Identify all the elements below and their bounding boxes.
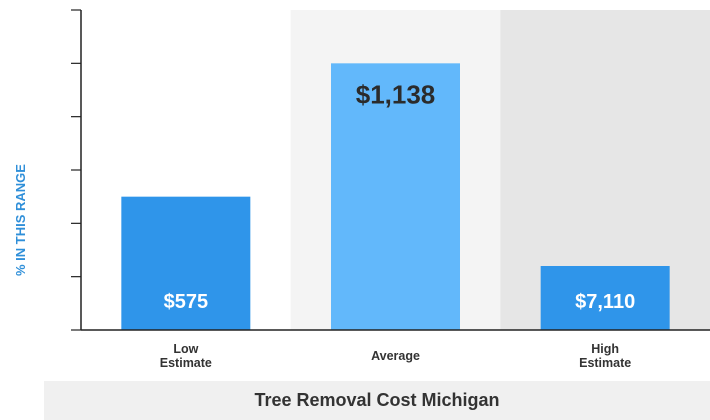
bar-low [121, 196, 251, 330]
bar-value-label-high: $7,110 [575, 291, 635, 313]
bar-high [540, 266, 670, 330]
bar-value-label-low: $575 [164, 291, 209, 313]
x-tick-label-average: Average [371, 349, 420, 363]
chart-title-band: Tree Removal Cost Michigan [44, 381, 710, 420]
bar-value-label-average: $1,138 [356, 79, 436, 109]
chart-title: Tree Removal Cost Michigan [254, 390, 500, 410]
x-tick-label-low: Low Estimate [160, 342, 212, 370]
x-tick-label-high: High Estimate [579, 342, 631, 370]
bar-average [331, 63, 460, 330]
y-axis-label: % IN THIS RANGE [13, 164, 28, 276]
